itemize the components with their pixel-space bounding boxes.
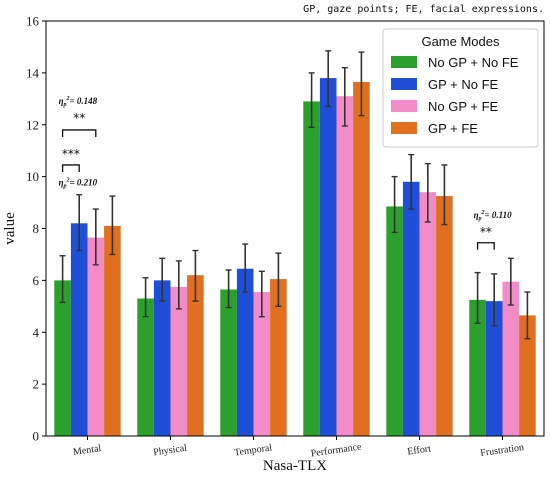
y-tick-label: 14 xyxy=(26,65,40,80)
y-tick-label: 0 xyxy=(33,429,40,444)
legend-swatch xyxy=(391,100,417,112)
x-tick-label: Temporal xyxy=(233,442,273,458)
bar xyxy=(485,301,503,436)
legend-swatch xyxy=(391,56,417,68)
bar xyxy=(469,299,486,436)
error-bars-group xyxy=(59,50,531,340)
x-tick-label: Performance xyxy=(310,441,363,459)
bar xyxy=(170,286,188,436)
bar xyxy=(54,280,71,436)
effect-size-label: ηp2= 0.210 xyxy=(59,178,98,190)
bar xyxy=(153,280,171,436)
legend: Game Modes No GP + No FE GP + No FE No GP … xyxy=(382,28,539,148)
y-tick-label: 8 xyxy=(33,221,40,236)
bar xyxy=(436,196,453,436)
x-tick-label: Frustration xyxy=(480,442,525,459)
bar xyxy=(519,315,536,436)
x-tick-label: Mental xyxy=(72,443,102,458)
effect-size-label: ηp2= 0.110 xyxy=(474,210,513,222)
y-tick-label: 12 xyxy=(26,117,39,132)
x-tick-label: Effort xyxy=(407,443,432,457)
x-axis-title: Nasa-TLX xyxy=(263,458,327,474)
significance-stars: *** xyxy=(62,147,80,161)
bar xyxy=(402,181,420,436)
y-tick-label: 6 xyxy=(33,273,40,288)
legend-entry: No GP + No FE xyxy=(428,55,519,70)
bar xyxy=(220,289,237,436)
bar xyxy=(104,225,121,436)
x-tick-label: Physical xyxy=(153,443,188,459)
significance-bracket xyxy=(61,129,97,137)
legend-entry: GP + No FE xyxy=(428,77,499,92)
legend-box xyxy=(382,28,539,148)
significance-bracket xyxy=(61,164,80,172)
y-tick-label: 2 xyxy=(33,377,40,392)
bar xyxy=(419,192,437,436)
significance-stars: ** xyxy=(73,111,85,125)
bars-group xyxy=(54,78,536,436)
bar xyxy=(303,101,320,436)
y-tick-label: 16 xyxy=(26,14,40,29)
bar xyxy=(137,298,154,436)
significance-bracket xyxy=(476,242,495,250)
bar xyxy=(187,275,204,436)
y-tick-label: 10 xyxy=(26,169,39,184)
legend-title: Game Modes xyxy=(421,34,500,49)
effect-size-label: ηp2= 0.148 xyxy=(59,96,98,108)
bar xyxy=(236,268,254,436)
bar xyxy=(336,96,354,436)
legend-entry: GP + FE xyxy=(428,121,478,136)
legend-swatch xyxy=(391,78,417,90)
y-tick-label: 4 xyxy=(33,325,40,340)
bar xyxy=(87,237,105,436)
legend-entry: No GP + FE xyxy=(428,99,499,114)
significance-stars: ** xyxy=(480,225,492,239)
legend-swatch xyxy=(391,122,417,134)
significance-annotations: *** ηp2= 0.210 ** ηp2= 0.148 ** ηp2= 0.110 xyxy=(59,96,513,250)
bar xyxy=(270,279,287,436)
bar xyxy=(502,281,520,436)
bar xyxy=(253,292,271,436)
bar xyxy=(319,78,337,436)
bar xyxy=(70,223,88,436)
bar xyxy=(353,81,370,436)
axes: 0 2 4 6 8 10 12 14 16 Mental Physical Temporal Perfo… xyxy=(26,14,545,460)
caption-note: GP, gaze points; FE, facial expressions. xyxy=(303,4,544,15)
bar xyxy=(386,206,403,436)
y-axis-title: value xyxy=(2,212,18,245)
